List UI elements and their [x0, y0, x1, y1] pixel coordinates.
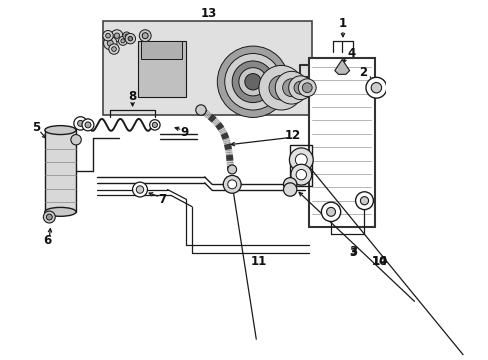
- Circle shape: [136, 186, 143, 193]
- Circle shape: [224, 54, 281, 110]
- Text: 8: 8: [128, 90, 137, 103]
- Circle shape: [107, 40, 113, 46]
- Text: 7: 7: [158, 193, 166, 206]
- Circle shape: [275, 71, 307, 104]
- Circle shape: [282, 79, 300, 97]
- Text: 9: 9: [180, 126, 188, 139]
- Text: 3: 3: [349, 248, 356, 258]
- Text: 1: 1: [338, 17, 346, 30]
- Circle shape: [370, 82, 381, 93]
- Text: 5: 5: [32, 121, 40, 134]
- Circle shape: [259, 66, 303, 110]
- Ellipse shape: [45, 126, 76, 135]
- Text: 4: 4: [347, 47, 355, 60]
- Circle shape: [298, 79, 316, 96]
- Bar: [102, 21, 312, 115]
- Text: 10: 10: [371, 255, 387, 268]
- Circle shape: [296, 170, 306, 180]
- Circle shape: [102, 31, 113, 41]
- Circle shape: [365, 77, 386, 98]
- Circle shape: [78, 121, 83, 126]
- Circle shape: [82, 119, 94, 131]
- Circle shape: [46, 214, 52, 220]
- Circle shape: [283, 183, 296, 196]
- Bar: [308, 58, 374, 227]
- Circle shape: [121, 39, 124, 43]
- Text: 14: 14: [371, 255, 387, 268]
- Circle shape: [142, 33, 148, 39]
- Circle shape: [105, 33, 110, 38]
- Bar: [138, 41, 186, 96]
- Text: 12: 12: [284, 129, 300, 142]
- Circle shape: [122, 32, 130, 39]
- Circle shape: [217, 46, 288, 117]
- Circle shape: [195, 105, 206, 115]
- Bar: [289, 145, 312, 186]
- Circle shape: [268, 76, 293, 100]
- Polygon shape: [334, 59, 349, 74]
- Circle shape: [244, 73, 261, 90]
- Circle shape: [321, 202, 340, 221]
- Circle shape: [302, 83, 311, 93]
- Circle shape: [149, 120, 160, 130]
- Text: 2: 2: [358, 66, 366, 79]
- Circle shape: [289, 148, 312, 172]
- Circle shape: [355, 192, 373, 210]
- Circle shape: [125, 34, 128, 37]
- Circle shape: [111, 30, 122, 42]
- Circle shape: [74, 117, 87, 130]
- Bar: [45, 130, 76, 212]
- Circle shape: [295, 154, 306, 166]
- Circle shape: [288, 76, 312, 100]
- Circle shape: [290, 164, 311, 185]
- Bar: [141, 41, 182, 59]
- Circle shape: [71, 135, 81, 145]
- Ellipse shape: [45, 207, 76, 216]
- Circle shape: [232, 61, 273, 103]
- Text: 13: 13: [200, 7, 216, 20]
- Circle shape: [283, 177, 296, 191]
- Circle shape: [238, 68, 266, 96]
- Circle shape: [118, 36, 127, 45]
- Circle shape: [152, 122, 157, 127]
- Circle shape: [114, 33, 120, 39]
- Circle shape: [85, 122, 91, 128]
- Circle shape: [360, 197, 368, 205]
- Circle shape: [132, 182, 147, 197]
- Text: 6: 6: [43, 234, 51, 247]
- Circle shape: [125, 33, 135, 44]
- Circle shape: [326, 207, 335, 216]
- Circle shape: [43, 211, 55, 223]
- Text: 3: 3: [348, 245, 357, 258]
- Circle shape: [139, 30, 151, 42]
- Circle shape: [293, 81, 306, 94]
- Circle shape: [111, 47, 116, 51]
- Circle shape: [128, 36, 132, 41]
- Circle shape: [227, 165, 236, 174]
- Circle shape: [103, 36, 117, 50]
- Text: 11: 11: [250, 255, 266, 268]
- Circle shape: [223, 175, 241, 193]
- Circle shape: [108, 44, 119, 54]
- Circle shape: [227, 180, 236, 189]
